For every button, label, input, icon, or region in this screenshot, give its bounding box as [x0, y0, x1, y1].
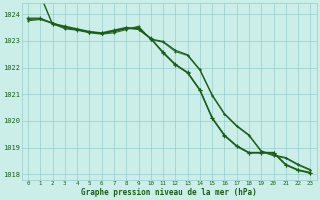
X-axis label: Graphe pression niveau de la mer (hPa): Graphe pression niveau de la mer (hPa): [81, 188, 257, 197]
